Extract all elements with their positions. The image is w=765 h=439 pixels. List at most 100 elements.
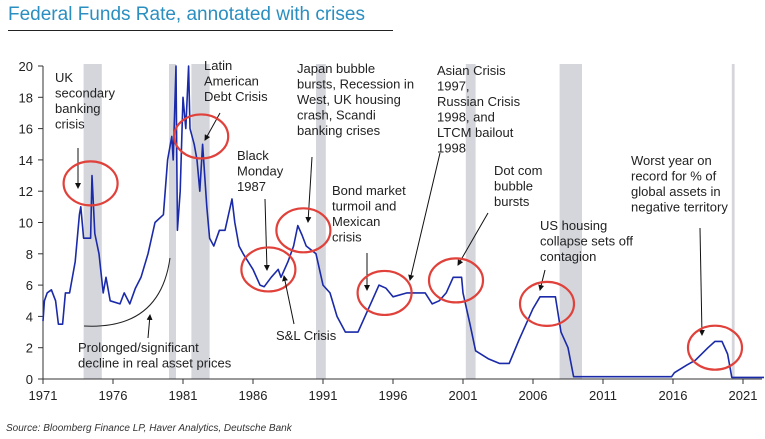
x-tick-label: 1976 [99, 388, 128, 403]
annotation-text: Worst year on [631, 153, 712, 168]
title-divider [8, 30, 393, 31]
annotation-text: S&L Crisis [276, 328, 337, 343]
annotation-text: Mexican [332, 214, 380, 229]
annotation-text: Asian Crisis [437, 63, 506, 78]
recession-band [316, 64, 326, 379]
annotation-text: bursts, Recession in [297, 77, 414, 92]
annotation-arrow [538, 269, 546, 291]
y-tick-label: 20 [19, 59, 33, 74]
annotation-text: secondary [55, 86, 115, 101]
annotation-text: record for % of [631, 169, 717, 184]
y-tick-label: 6 [26, 278, 33, 293]
annotation-arrow [204, 112, 221, 141]
x-tick-label: 1971 [29, 388, 58, 403]
annotation-text: Black [237, 148, 269, 163]
y-tick-label: 0 [26, 372, 33, 387]
annotation-text: LTCM bailout [437, 125, 514, 140]
annotation-text: negative territory [631, 200, 728, 215]
recession-band [465, 64, 476, 379]
recession-band [169, 64, 176, 379]
highlight-circle [518, 280, 576, 327]
x-tick-label: 2016 [659, 388, 688, 403]
annotation-arrow [408, 152, 441, 281]
annotation-text: turmoil and [332, 199, 396, 214]
y-tick-label: 2 [26, 341, 33, 356]
annotation-text: crisis [55, 117, 85, 132]
highlight-circle [62, 160, 119, 207]
highlight-circle [240, 246, 297, 293]
annotation-text: West, UK housing [297, 92, 401, 107]
annotation-text: 1998 [437, 141, 466, 156]
annotation-text: Japan bubble [297, 61, 375, 76]
y-tick-label: 12 [19, 184, 33, 199]
annotation-arrow [282, 275, 295, 325]
annotation-text: banking crises [297, 123, 381, 138]
x-tick-label: 2011 [589, 388, 617, 403]
x-tick-label: 1986 [239, 388, 268, 403]
annotation-text: bubble [494, 179, 533, 194]
annotation: S&L Crisis [276, 275, 337, 343]
decline-arc [83, 257, 171, 327]
highlight-circle [173, 113, 230, 160]
x-tick-label: 1981 [169, 388, 198, 403]
annotation-text: crisis [332, 230, 362, 245]
annotation-arrow [263, 198, 270, 271]
annotation-arrow [305, 156, 313, 223]
x-tick-label: 1991 [309, 388, 338, 403]
annotation-arrow [457, 212, 489, 266]
x-tick-label: 2001 [449, 388, 478, 403]
annotation-arrow [146, 314, 153, 339]
annotation-text: crash, Scandi [297, 108, 376, 123]
annotation-text: contagion [540, 249, 596, 264]
y-tick-label: 10 [19, 216, 33, 231]
annotation-text: Monday [237, 164, 284, 179]
annotation-text: 1987 [237, 179, 266, 194]
annotation-arrow [698, 227, 705, 336]
annotation-text: Russian Crisis [437, 94, 521, 109]
annotation-text: American [204, 74, 259, 89]
annotation-text: 1997, [437, 79, 470, 94]
y-tick-label: 8 [26, 247, 33, 262]
annotation-text: Debt Crisis [204, 89, 268, 104]
highlight-circle [427, 257, 485, 304]
recession-band [559, 64, 582, 379]
y-tick-label: 14 [19, 153, 33, 168]
annotation-text: Latin [204, 58, 232, 73]
annotation-text: collapse sets off [540, 234, 633, 249]
annotation-text: US housing [540, 218, 607, 233]
annotation-text: Prolonged/significant [78, 340, 199, 355]
annotation-text: 1998, and [437, 110, 495, 125]
recession-band [731, 64, 735, 379]
annotation-text: global assets in [631, 184, 721, 199]
chart-title: Federal Funds Rate, annotated with crise… [8, 4, 365, 25]
y-tick-label: 16 [19, 122, 33, 137]
annotation-text: banking [55, 101, 101, 116]
highlight-circle [356, 269, 413, 317]
annotation-text: UK [55, 70, 73, 85]
highlight-circle [686, 324, 744, 371]
highlight-circle [275, 207, 332, 254]
x-tick-label: 2006 [519, 388, 548, 403]
recession-band [191, 64, 210, 379]
annotation-text: bursts [494, 194, 530, 209]
source-note: Source: Bloomberg Finance LP, Haver Anal… [6, 423, 292, 434]
annotation-text: decline in real asset prices [78, 356, 232, 371]
fed-funds-rate-line [42, 65, 764, 379]
annotation-text: Dot com [494, 163, 542, 178]
recession-band [83, 64, 102, 379]
annotation-text: Bond market [332, 183, 406, 198]
y-tick-label: 4 [26, 309, 33, 324]
x-tick-label: 2021 [729, 388, 758, 403]
x-tick-label: 1996 [379, 388, 408, 403]
